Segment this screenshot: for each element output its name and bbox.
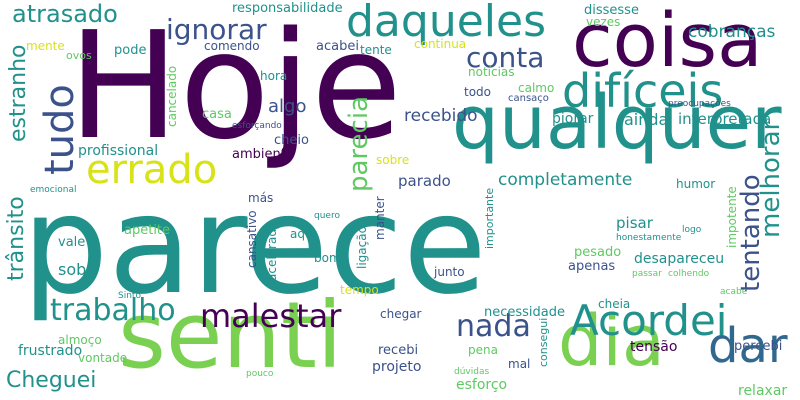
word-pisar: pisar	[616, 214, 653, 232]
word-pena: pena	[468, 343, 498, 357]
word-dificeis: difíceis	[562, 64, 724, 118]
word-melhorar: melhorar	[756, 120, 786, 239]
word-vontade: vontade	[78, 351, 128, 365]
word-necessidade: necessidade	[484, 305, 566, 320]
word-recebi: recebi	[378, 343, 419, 358]
word-cheia: cheia	[598, 297, 631, 311]
word-parado: parado	[398, 172, 451, 190]
word-errado: errado	[86, 147, 218, 193]
word-completamente: completamente	[498, 170, 633, 190]
word-sob: sob	[58, 260, 87, 279]
word-impotente: impotente	[725, 186, 739, 248]
word-desapareceu: desapareceu	[634, 251, 725, 267]
word-humor: humor	[676, 177, 716, 191]
word-mas: más	[248, 191, 274, 205]
word-pode: pode	[114, 43, 147, 58]
word-hora: hora	[260, 69, 288, 83]
word-continua: continua	[414, 37, 467, 51]
word-transito: trânsito	[4, 196, 29, 281]
word-logo: logo	[682, 225, 702, 235]
word-noticias: notícias	[468, 65, 515, 79]
word-profissional: profissional	[78, 143, 159, 159]
word-algo: algo	[268, 96, 307, 117]
word-tente: tente	[360, 43, 392, 57]
word-importante: importante	[483, 188, 496, 250]
word-tensao: tensão	[630, 339, 678, 355]
word-comendo: comendo	[204, 39, 260, 53]
word-tempo: tempo	[340, 283, 379, 297]
word-hoje: Hoje	[68, 0, 403, 172]
word-apetite: apetite	[124, 223, 171, 238]
word-qualquer: qualquer	[452, 80, 782, 166]
word-responsabilidade: responsabilidade	[232, 1, 343, 16]
word-ovos: ovos	[66, 49, 92, 62]
word-ambiente: ambiente	[232, 147, 294, 162]
word-acabe: acabe	[720, 287, 748, 297]
word-trabalho: trabalho	[50, 293, 176, 328]
word-almoco: almoço	[58, 333, 102, 347]
word-ignorar: ignorar	[166, 13, 267, 46]
word-senti: senti	[118, 282, 343, 389]
word-conta: conta	[466, 41, 545, 74]
word-sinto: Sinto	[118, 291, 141, 301]
word-cancelado: cancelado	[165, 66, 179, 128]
word-percebi: percebi	[734, 339, 783, 354]
word-colhendo: colhendo	[668, 269, 710, 279]
word-aqui: aqui	[290, 227, 316, 241]
word-quero: quero	[314, 211, 340, 221]
word-manter: manter	[373, 196, 387, 240]
word-cheguei: Cheguei	[6, 368, 97, 393]
word-projeto: projeto	[372, 359, 422, 375]
word-nada: nada	[456, 309, 531, 344]
word-ligacao: ligação	[355, 226, 369, 269]
word-daqueles: daqueles	[346, 0, 546, 47]
word-piorar: piorar	[552, 111, 594, 127]
word-esforco: esforço	[456, 377, 508, 393]
word-cansaco: cansaço	[508, 93, 549, 104]
word-casa: casa	[202, 107, 232, 122]
word-interpretada: interpretada	[678, 110, 772, 128]
word-coisa: coisa	[572, 0, 763, 84]
word-bom: bom	[314, 251, 341, 265]
word-duvidas: dúvidas	[454, 367, 490, 377]
word-esforcando: esforçando	[232, 121, 282, 131]
word-passar: passar	[632, 269, 662, 279]
word-calmo: calmo	[518, 81, 555, 95]
word-todo: todo	[464, 85, 492, 99]
word-dissesse: dissesse	[584, 3, 639, 18]
word-parecia: parecia	[344, 96, 374, 193]
word-tudo: tudo	[37, 84, 83, 175]
word-parece: parece	[22, 167, 487, 325]
word-vezes: vezes	[586, 15, 621, 29]
word-mente: mente	[26, 39, 65, 53]
word-cansativo: cansativo	[245, 210, 259, 268]
word-recebido: recebido	[404, 106, 478, 126]
word-cheio: cheio	[274, 133, 309, 148]
word-acordei: Acordei	[570, 296, 728, 345]
word-pesado: pesado	[574, 245, 622, 260]
word-estranho: estranho	[6, 44, 31, 142]
word-apenas: apenas	[568, 259, 616, 274]
word-mal: mal	[508, 357, 531, 371]
word-acelerada: acelerada	[265, 222, 279, 282]
word-junto: junto	[434, 265, 465, 279]
word-pouco: pouco	[246, 369, 274, 379]
word-dia: dia	[558, 300, 665, 382]
word-emocional: emocional	[30, 185, 77, 195]
word-frustrado: frustrado	[18, 343, 83, 359]
word-vale: vale	[58, 235, 86, 250]
word-relaxar: relaxar	[738, 383, 788, 399]
word-ainda: ainda	[624, 110, 669, 129]
word-cobrancas: cobranças	[688, 22, 776, 42]
word-malestar: malestar	[200, 297, 342, 335]
word-honestamente: honestamente	[616, 233, 682, 243]
word-preocupacoes: preocupações	[668, 99, 731, 109]
word-atrasado: atrasado	[12, 0, 118, 28]
word-chegar: chegar	[380, 307, 422, 321]
word-consegui: consegui	[537, 318, 550, 368]
word-acabei: acabei	[316, 39, 359, 54]
word-dar: dar	[708, 318, 788, 374]
word-sobre: sobre	[376, 153, 410, 167]
